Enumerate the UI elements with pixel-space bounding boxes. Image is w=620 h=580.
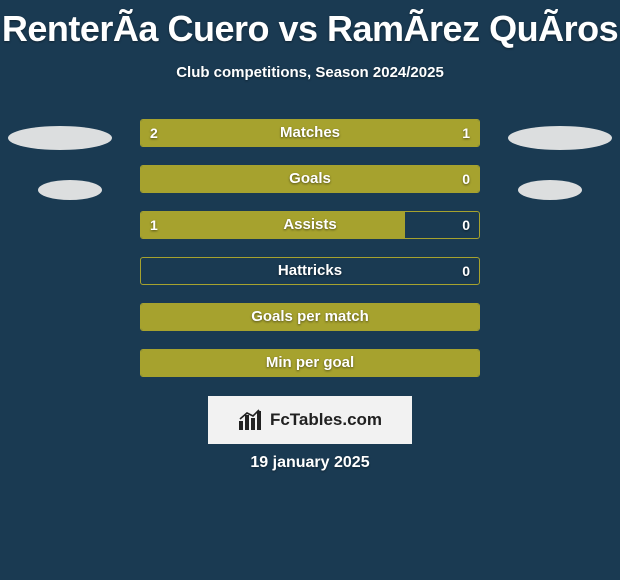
page-title: RenterÃ­a Cuero vs RamÃ­rez QuÃ­ros: [0, 0, 620, 50]
stat-bar-left: [141, 350, 479, 376]
stat-bar-left: [141, 166, 479, 192]
stat-value-left: 1: [150, 211, 158, 239]
stat-value-left: 2: [150, 119, 158, 147]
date-label: 19 january 2025: [0, 454, 620, 472]
placeholder-ellipse: [38, 180, 102, 200]
stat-value-right: 0: [462, 165, 470, 193]
placeholder-ellipse: [518, 180, 582, 200]
stat-bar-left: [141, 212, 405, 238]
stat-bar-track: [140, 257, 480, 285]
placeholder-ellipse: [8, 126, 112, 150]
stat-bar-track: [140, 119, 480, 147]
watermark-text: FcTables.com: [270, 410, 382, 430]
watermark: FcTables.com: [208, 396, 412, 444]
stat-row: Min per goal: [0, 349, 620, 395]
placeholder-ellipse: [508, 126, 612, 150]
chart-icon: [238, 409, 264, 431]
stat-bar-track: [140, 349, 480, 377]
page-subtitle: Club competitions, Season 2024/2025: [0, 64, 620, 81]
stat-row: Hattricks0: [0, 257, 620, 303]
stat-row: Assists10: [0, 211, 620, 257]
stat-bar-track: [140, 211, 480, 239]
stat-value-right: 1: [462, 119, 470, 147]
stat-value-right: 0: [462, 211, 470, 239]
stat-bar-track: [140, 165, 480, 193]
stat-row: Goals per match: [0, 303, 620, 349]
stat-value-right: 0: [462, 257, 470, 285]
stat-bar-left: [141, 304, 479, 330]
stat-bar-left: [141, 120, 366, 146]
stat-bar-track: [140, 303, 480, 331]
stats-container: Matches21Goals0Assists10Hattricks0Goals …: [0, 119, 620, 395]
